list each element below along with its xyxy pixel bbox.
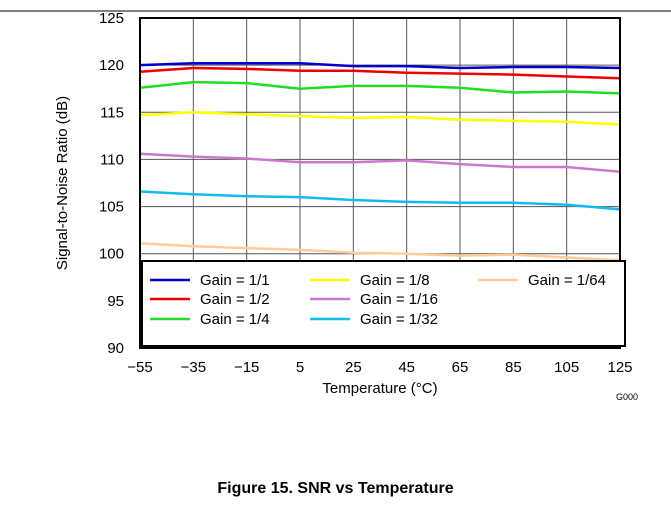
y-tick-label: 95 [107, 293, 124, 310]
x-axis-label: Temperature (°C) [322, 380, 437, 397]
x-tick-label: 25 [345, 359, 362, 376]
series-line-6 [139, 190, 621, 211]
y-tick-label: 90 [107, 340, 124, 357]
x-tick-label: 105 [554, 359, 579, 376]
x-tick-label: −15 [234, 359, 259, 376]
legend-box [141, 260, 626, 347]
legend-label-1: Gain = 1/1 [200, 272, 270, 289]
series-lines [139, 62, 621, 262]
series-line-4 [139, 111, 621, 126]
x-tick-label: 85 [505, 359, 522, 376]
series-line-1 [139, 62, 621, 70]
legend-label-3: Gain = 1/4 [200, 311, 270, 328]
y-tick-label: 115 [100, 104, 124, 121]
y-tick-label: 125 [99, 10, 124, 27]
legend-label-4: Gain = 1/8 [360, 272, 430, 289]
figure-code: G000 [616, 392, 638, 402]
legend-label-2: Gain = 1/2 [200, 291, 270, 308]
y-tick-label: 105 [99, 199, 124, 216]
x-tick-label: −55 [127, 359, 152, 376]
y-tick-label: 100 [99, 246, 124, 263]
legend-label-6: Gain = 1/32 [360, 311, 438, 328]
y-tick-label: 110 [100, 151, 124, 168]
legend: Gain = 1/1 Gain = 1/2 Gain = 1/4 Gain = 1/8… [141, 260, 626, 347]
y-tick-label: 120 [99, 57, 124, 74]
series-line-5 [139, 152, 621, 173]
legend-label-7: Gain = 1/64 [528, 272, 606, 289]
x-tick-label: 45 [398, 359, 415, 376]
x-tick-label: −35 [181, 359, 206, 376]
legend-label-5: Gain = 1/16 [360, 291, 438, 308]
series-line-2 [139, 66, 621, 80]
x-tick-label: 125 [607, 359, 632, 376]
y-axis-label: Signal-to-Noise Ratio (dB) [54, 96, 71, 270]
y-tick-labels: 125 120 115 110 105 100 95 90 [99, 10, 124, 357]
x-tick-label: 5 [296, 359, 304, 376]
series-line-7 [139, 242, 621, 262]
figure-caption: Figure 15. SNR vs Temperature [217, 480, 454, 497]
plot-frame [139, 17, 621, 349]
x-tick-labels: −55 −35 −15 5 25 45 65 85 105 125 [127, 359, 632, 376]
series-line-3 [139, 80, 621, 95]
x-tick-label: 65 [452, 359, 469, 376]
